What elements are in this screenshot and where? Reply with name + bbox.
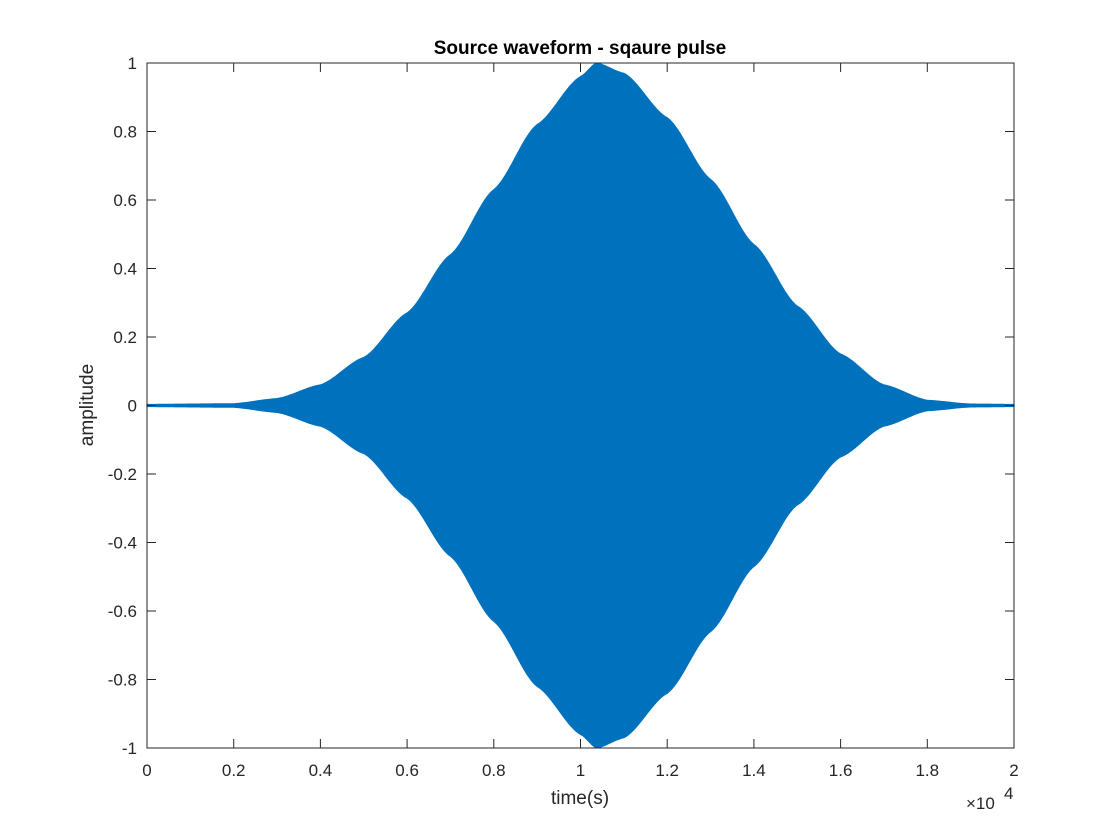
x-tick-label: 0.4 — [309, 761, 333, 780]
y-tick-labels: -1 -0.8 -0.6 -0.4 -0.2 0 0.2 0.4 0.6 0.8 1 — [108, 54, 137, 758]
y-tick-label: 0.2 — [113, 328, 137, 347]
x-tick-label: 0 — [142, 761, 151, 780]
y-tick-label: 0.8 — [113, 123, 137, 142]
x-tick-label: 0.8 — [482, 761, 506, 780]
x-tick-label: 1.2 — [655, 761, 679, 780]
y-tick-label: -0.4 — [108, 534, 137, 553]
y-tick-label: 1 — [128, 54, 137, 73]
chart-title: Source waveform - sqaure pulse — [434, 38, 727, 59]
x-tick-label: 1 — [576, 761, 585, 780]
x-exponent-base: ×10 — [966, 794, 995, 813]
axes-box — [146, 62, 1015, 749]
x-tick-label: 1.4 — [742, 761, 766, 780]
y-tick-label: -0.2 — [108, 465, 137, 484]
y-axis-title: amplitude — [77, 364, 98, 446]
x-tick-label: 1.6 — [829, 761, 853, 780]
y-tick-label: 0.6 — [113, 191, 137, 210]
x-axis-title: time(s) — [551, 788, 609, 809]
x-tick-labels: 0 0.2 0.4 0.6 0.8 1 1.2 1.4 1.6 1.8 2 — [142, 761, 1018, 780]
y-tick-label: -0.6 — [108, 602, 137, 621]
y-tick-label: -1 — [122, 739, 137, 758]
x-exponent-label: ×10 4 — [966, 784, 1013, 813]
y-tick-label: -0.8 — [108, 671, 137, 690]
x-tick-label: 0.2 — [222, 761, 246, 780]
x-tick-label: 1.8 — [915, 761, 939, 780]
x-exponent-power: 4 — [1004, 784, 1013, 803]
y-tick-label: 0 — [128, 397, 137, 416]
y-tick-label: 0.4 — [113, 260, 137, 279]
x-tick-label: 2 — [1009, 761, 1018, 780]
x-tick-label: 0.6 — [395, 761, 419, 780]
